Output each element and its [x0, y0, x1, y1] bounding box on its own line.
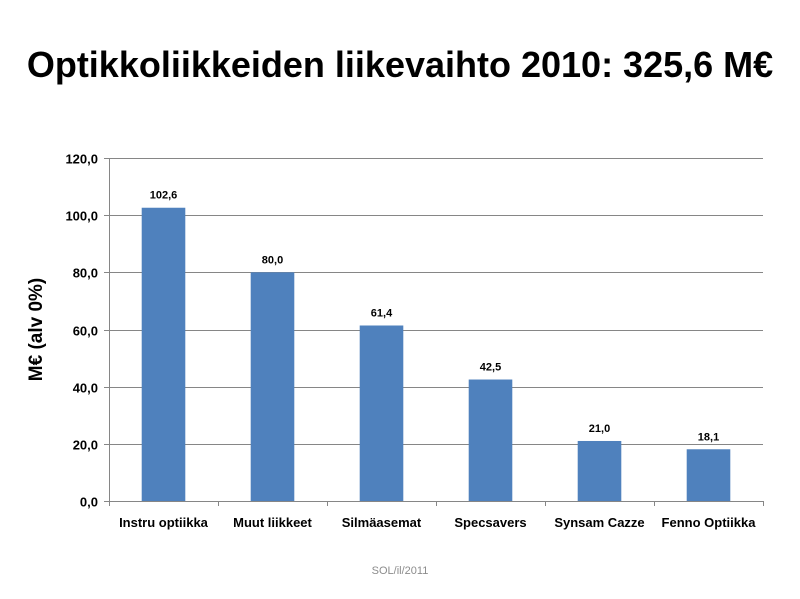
y-tick-label: 120,0	[65, 152, 98, 167]
chart-title: Optikkoliikkeiden liikevaihto 2010: 325,…	[26, 44, 774, 85]
data-label: 18,1	[698, 431, 719, 443]
y-tick-label: 20,0	[73, 438, 98, 453]
y-tick-label: 100,0	[65, 209, 98, 224]
bar	[468, 379, 513, 501]
bar	[141, 207, 186, 502]
y-tick-label: 40,0	[73, 381, 98, 396]
y-tick-label: 80,0	[73, 266, 98, 281]
x-tick-label: Instru optiikka	[119, 515, 209, 530]
y-axis-title: M€ (alv 0%)	[26, 278, 47, 381]
bar	[686, 449, 731, 501]
data-label: 42,5	[480, 362, 501, 374]
y-tick-label: 0,0	[80, 495, 98, 510]
data-label: 80,0	[262, 254, 283, 266]
bar	[577, 440, 622, 501]
x-tick-label: Specsavers	[454, 515, 526, 530]
data-label: 102,6	[150, 190, 178, 202]
bar	[250, 272, 295, 501]
x-tick-label: Synsam Cazze	[554, 515, 644, 530]
y-tick-label: 60,0	[73, 324, 98, 339]
bar	[359, 325, 404, 501]
footer-note: SOL/il/2011	[371, 565, 429, 577]
data-label: 21,0	[589, 423, 610, 435]
data-label: 61,4	[371, 307, 393, 319]
x-tick-label: Fenno Optiikka	[662, 515, 757, 530]
x-tick-label: Silmäasemat	[342, 515, 422, 530]
x-tick-label: Muut liikkeet	[233, 515, 312, 530]
